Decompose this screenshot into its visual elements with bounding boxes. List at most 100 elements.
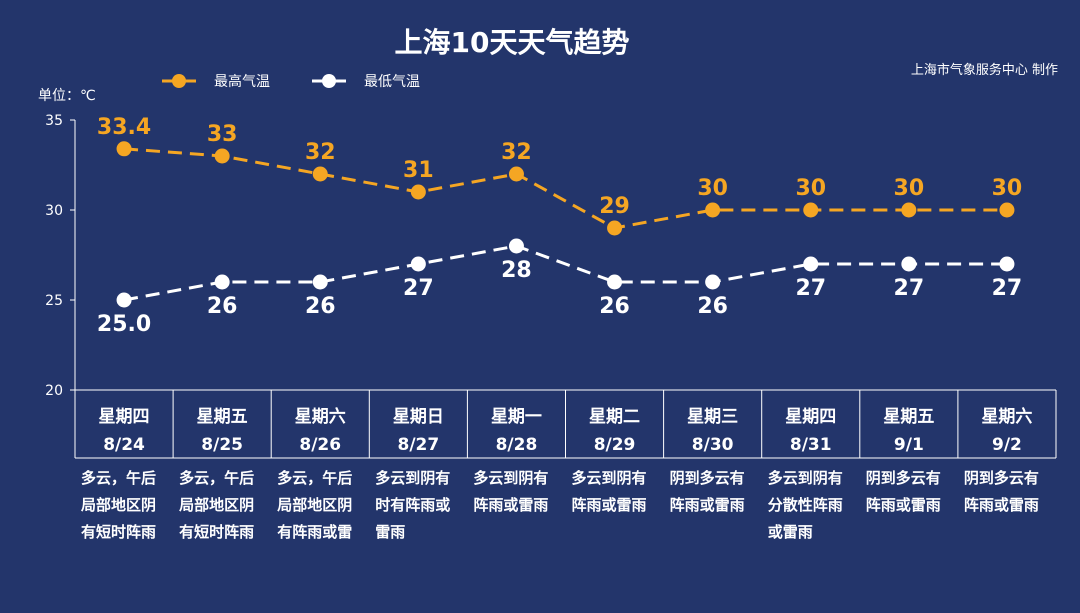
- low-temp-point: [410, 256, 426, 272]
- category-grid: [74, 390, 1057, 459]
- weather-description: 有短时阵雨: [179, 523, 254, 541]
- low-temp-point: [214, 274, 230, 290]
- low-temp-line: [123, 244, 1007, 302]
- weather-description: 阴到多云有: [866, 469, 941, 487]
- y-tick-label: 35: [45, 113, 63, 129]
- weather-description: 多云，午后: [81, 469, 156, 487]
- low-temp-point: [999, 256, 1015, 272]
- low-temp-point: [705, 274, 721, 290]
- low-temp-point: [508, 238, 524, 254]
- legend-low-marker: [322, 74, 336, 88]
- low-temp-label: 26: [599, 294, 630, 319]
- weather-description: 阵雨或雷雨: [964, 496, 1039, 514]
- high-temp-label: 30: [795, 176, 826, 201]
- weather-description: 雷雨: [375, 523, 405, 541]
- high-temp-point: [116, 141, 132, 157]
- high-temp-point: [999, 202, 1015, 218]
- high-temp-point: [410, 184, 426, 200]
- date-label: 9/2: [992, 435, 1022, 455]
- legend-high-marker: [172, 74, 186, 88]
- date-label: 9/1: [894, 435, 924, 455]
- low-temp-label: 27: [894, 276, 925, 301]
- weather-description: 多云到阴有: [572, 469, 647, 487]
- weather-description: 多云，午后: [179, 469, 254, 487]
- weather-description: 有阵雨或雷: [277, 523, 352, 541]
- legend: 最高气温 最低气温: [162, 73, 420, 90]
- chart-credit: 上海市气象服务中心 制作: [911, 62, 1058, 78]
- low-temp-point: [312, 274, 328, 290]
- weekday-label: 星期二: [589, 407, 640, 427]
- date-label: 8/26: [299, 435, 341, 455]
- y-tick-label: 30: [45, 203, 63, 219]
- y-tick-label: 20: [45, 383, 63, 399]
- weather-description: 多云到阴有: [473, 469, 548, 487]
- low-temp-label: 27: [403, 276, 434, 301]
- high-temp-label: 30: [992, 176, 1023, 201]
- low-temp-label: 26: [207, 294, 238, 319]
- high-temp-point: [508, 166, 524, 182]
- weather-description: 阴到多云有: [964, 469, 1039, 487]
- weekday-label: 星期六: [295, 406, 346, 427]
- weather-description: 局部地区阴: [276, 496, 352, 514]
- weekday-label: 星期五: [883, 407, 934, 427]
- weather-description: 阵雨或雷雨: [670, 496, 745, 514]
- high-temp-point: [312, 166, 328, 182]
- date-label: 8/25: [201, 435, 243, 455]
- weather-description: 阵雨或雷雨: [473, 496, 548, 514]
- y-tick-label: 25: [45, 293, 63, 309]
- high-temp-label: 30: [697, 176, 728, 201]
- low-temp-label: 28: [501, 258, 532, 283]
- low-temp-point: [116, 292, 132, 308]
- unit-label: 单位：℃: [38, 88, 96, 104]
- high-temp-label: 30: [894, 176, 925, 201]
- high-temp-point: [214, 148, 230, 164]
- low-temp-point: [901, 256, 917, 272]
- low-temp-label: 27: [795, 276, 826, 301]
- high-temp-point: [901, 202, 917, 218]
- low-temp-point: [607, 274, 623, 290]
- weather-description: 分散性阵雨: [768, 496, 843, 514]
- weather-description: 多云到阴有: [375, 469, 450, 487]
- weather-description: 多云到阴有: [768, 469, 843, 487]
- low-temp-point: [803, 256, 819, 272]
- weather-description: 局部地区阴: [80, 496, 156, 514]
- weekday-label: 星期五: [197, 407, 248, 427]
- legend-high-label: 最高气温: [214, 73, 270, 90]
- weather-description: 有短时阵雨: [81, 523, 156, 541]
- high-temp-point: [705, 202, 721, 218]
- weekday-label: 星期日: [393, 407, 444, 427]
- high-temp-label: 31: [403, 158, 434, 183]
- high-temp-label: 33.4: [97, 115, 151, 140]
- weekday-label: 星期四: [785, 407, 836, 427]
- weekday-label: 星期六: [981, 406, 1032, 427]
- weather-description: 阵雨或雷雨: [866, 496, 941, 514]
- weekday-label: 星期一: [491, 407, 542, 427]
- date-label: 8/31: [790, 435, 832, 455]
- low-temp-label: 27: [992, 276, 1023, 301]
- legend-low-label: 最低气温: [364, 74, 420, 90]
- date-label: 8/27: [397, 435, 439, 455]
- high-temp-line: [123, 147, 1007, 230]
- low-temp-label: 26: [305, 294, 336, 319]
- weather-description: 多云，午后: [277, 469, 352, 487]
- weather-description: 局部地区阴: [178, 496, 254, 514]
- high-temp-label: 29: [599, 194, 630, 219]
- low-temp-label: 26: [697, 294, 728, 319]
- date-label: 8/24: [103, 435, 145, 455]
- high-temp-label: 32: [501, 140, 532, 165]
- high-temp-label: 33: [207, 122, 238, 147]
- weather-description: 时有阵雨或: [375, 496, 450, 514]
- high-temp-label: 32: [305, 140, 336, 165]
- series-layer: 33.4 33 32 31 32 29 30 30 30 30 25.0 26 26 27 28 26 26 27…: [97, 115, 1022, 337]
- date-label: 8/30: [692, 435, 734, 455]
- weather-description: 或雷雨: [768, 523, 813, 541]
- date-label: 8/28: [496, 435, 538, 455]
- chart-title: 上海10天天气趋势: [395, 26, 630, 59]
- weather-description: 阵雨或雷雨: [572, 496, 647, 514]
- high-temp-point: [607, 220, 623, 236]
- weather-description: 阴到多云有: [670, 469, 745, 487]
- axis-layer: 20 25 30 35: [45, 113, 1056, 399]
- high-temp-point: [803, 202, 819, 218]
